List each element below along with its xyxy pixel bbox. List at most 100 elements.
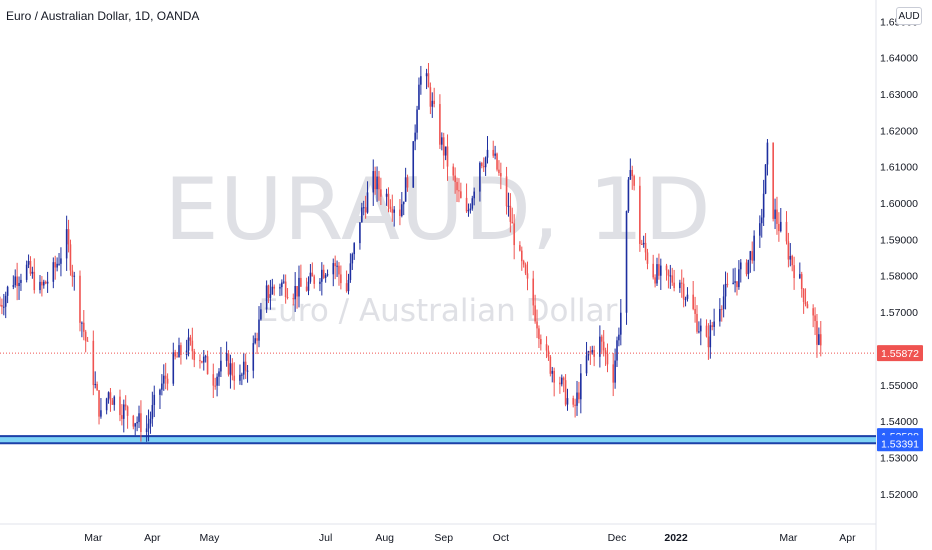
candle-body — [100, 410, 102, 417]
candle-body — [109, 392, 112, 401]
candle-body — [336, 265, 338, 267]
candle-body — [420, 76, 422, 85]
candle-body — [399, 209, 401, 216]
candle-body — [494, 153, 496, 156]
candle-body — [787, 241, 790, 260]
candle-body — [724, 283, 727, 297]
candle-body — [16, 276, 18, 287]
candle-body — [532, 278, 535, 306]
candle-body — [804, 301, 807, 305]
x-tick-label: May — [200, 532, 221, 544]
candle-body — [172, 352, 175, 384]
candle-body — [145, 428, 148, 433]
candle-body — [604, 350, 607, 354]
candle-body — [616, 340, 618, 361]
candle-body — [1, 305, 3, 307]
candle-body — [442, 137, 445, 156]
candle-body — [692, 294, 694, 309]
candle-body — [766, 142, 769, 165]
candle-body — [726, 283, 729, 285]
candle-body — [273, 286, 276, 289]
time-axis[interactable]: Mar Apr May Jul Aug Sep Oct Dec 2022 Mar Apr — [84, 532, 856, 544]
candle-body — [814, 315, 816, 322]
candle-body — [174, 352, 176, 357]
candle-body — [736, 281, 738, 288]
candle-body — [307, 281, 310, 291]
candle-body — [372, 171, 375, 193]
candle-body — [620, 312, 622, 335]
candle-body — [176, 356, 178, 358]
candle-body — [545, 344, 548, 351]
candle-body — [105, 398, 108, 411]
y-tick-label: 1.58000 — [880, 271, 918, 283]
candle-body — [492, 149, 495, 156]
candle-body — [538, 328, 540, 340]
candle-body — [254, 338, 256, 344]
candle-body — [121, 415, 123, 419]
candle-body — [149, 418, 152, 424]
candle-body — [282, 281, 285, 283]
candle-body — [340, 274, 342, 284]
symbol-title[interactable]: Euro / Australian Dollar, 1D, OANDA — [6, 9, 200, 23]
candle-body — [658, 264, 660, 276]
candle-body — [762, 193, 765, 218]
currency-button[interactable]: AUD — [896, 7, 922, 25]
watermark-name: Euro / Australian Dollar — [258, 293, 618, 329]
y-tick-label: 1.63000 — [880, 89, 918, 101]
candle-body — [345, 283, 348, 292]
candle-body — [696, 313, 698, 332]
x-tick-label: Apr — [839, 532, 856, 544]
candle-body — [806, 304, 809, 309]
candle-body — [652, 263, 654, 278]
candle-body — [33, 271, 36, 291]
candle-body — [644, 242, 647, 253]
candle-body — [364, 207, 367, 213]
candle-body — [229, 363, 232, 375]
candle-body — [4, 295, 7, 307]
candle-body — [284, 281, 287, 298]
candle-body — [332, 263, 335, 275]
candle-body — [749, 251, 752, 260]
candle-body — [256, 338, 258, 341]
watermark-ticker: EURAUD, 1D — [164, 160, 712, 260]
candle-body — [454, 175, 456, 182]
candle-body — [227, 353, 230, 375]
candle-body — [576, 392, 578, 406]
candle-body — [507, 205, 510, 207]
candle-body — [629, 169, 632, 180]
candle-body — [98, 390, 100, 417]
support-zone[interactable] — [0, 435, 876, 445]
candle-body — [136, 421, 138, 424]
candle-body — [639, 185, 641, 244]
candle-body — [446, 146, 449, 167]
candle-body — [467, 209, 470, 212]
candle-body — [159, 389, 161, 395]
candle-body — [764, 164, 767, 194]
candle-body — [353, 243, 356, 255]
candle-body — [631, 169, 634, 177]
candle-body — [774, 209, 776, 219]
candle-body — [654, 277, 656, 284]
candle-body — [292, 297, 295, 300]
candle-body — [153, 394, 156, 405]
x-tick-label: Mar — [779, 532, 798, 544]
zone-bottom-tag-bg — [877, 435, 923, 452]
candle-body — [41, 281, 43, 286]
candle-body — [359, 222, 361, 244]
candle-body — [391, 208, 394, 213]
candle-body — [667, 270, 670, 276]
candle-body — [509, 205, 512, 222]
last-price-tag-label: 1.55872 — [881, 348, 919, 360]
candle-body — [69, 244, 72, 271]
candle-body — [669, 275, 672, 277]
candle-body — [441, 137, 443, 145]
candle-body — [25, 264, 28, 280]
candle-body — [513, 223, 515, 246]
candle-body — [429, 87, 432, 107]
candle-body — [14, 276, 17, 286]
candle-body — [700, 325, 702, 332]
candle-body — [540, 339, 542, 345]
candle-body — [231, 363, 234, 376]
